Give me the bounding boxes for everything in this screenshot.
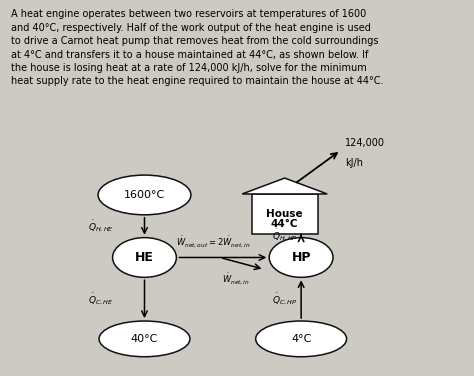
Text: $\dot{Q}_{H,HP}$: $\dot{Q}_{H,HP}$ [272,228,297,243]
Text: House: House [266,209,303,219]
Ellipse shape [269,238,333,277]
Ellipse shape [113,238,176,277]
Text: the house is losing heat at a rate of 124,000 kJ/h, solve for the minimum: the house is losing heat at a rate of 12… [11,63,367,73]
Text: $\dot{W}_{net,in}$: $\dot{W}_{net,in}$ [222,272,250,287]
Text: $\dot{Q}_{C,HP}$: $\dot{Q}_{C,HP}$ [272,291,297,307]
Ellipse shape [99,321,190,357]
Text: to drive a Carnot heat pump that removes heat from the cold surroundings: to drive a Carnot heat pump that removes… [11,36,379,46]
Text: HP: HP [292,251,311,264]
Text: heat supply rate to the heat engine required to maintain the house at 44°C.: heat supply rate to the heat engine requ… [11,76,383,86]
Text: kJ/h: kJ/h [345,158,363,168]
Text: 124,000: 124,000 [345,138,384,148]
Text: $\dot{Q}_{C,HE}$: $\dot{Q}_{C,HE}$ [88,291,114,307]
Polygon shape [242,178,327,194]
Text: 4°C: 4°C [291,334,311,344]
Text: A heat engine operates between two reservoirs at temperatures of 1600: A heat engine operates between two reser… [11,9,366,19]
Ellipse shape [98,175,191,215]
Text: HE: HE [135,251,154,264]
Text: 44°C: 44°C [271,219,299,229]
Bar [252,194,318,233]
Ellipse shape [255,321,346,357]
Text: at 4°C and transfers it to a house maintained at 44°C, as shown below. If: at 4°C and transfers it to a house maint… [11,50,368,59]
Text: and 40°C, respectively. Half of the work output of the heat engine is used: and 40°C, respectively. Half of the work… [11,23,371,33]
Text: 1600°C: 1600°C [124,190,165,200]
Text: 40°C: 40°C [131,334,158,344]
Text: $\dot{W}_{net,out}=2\dot{W}_{net,in}$: $\dot{W}_{net,out}=2\dot{W}_{net,in}$ [176,235,250,250]
Text: $\dot{Q}_{H,HE}$: $\dot{Q}_{H,HE}$ [88,218,114,234]
